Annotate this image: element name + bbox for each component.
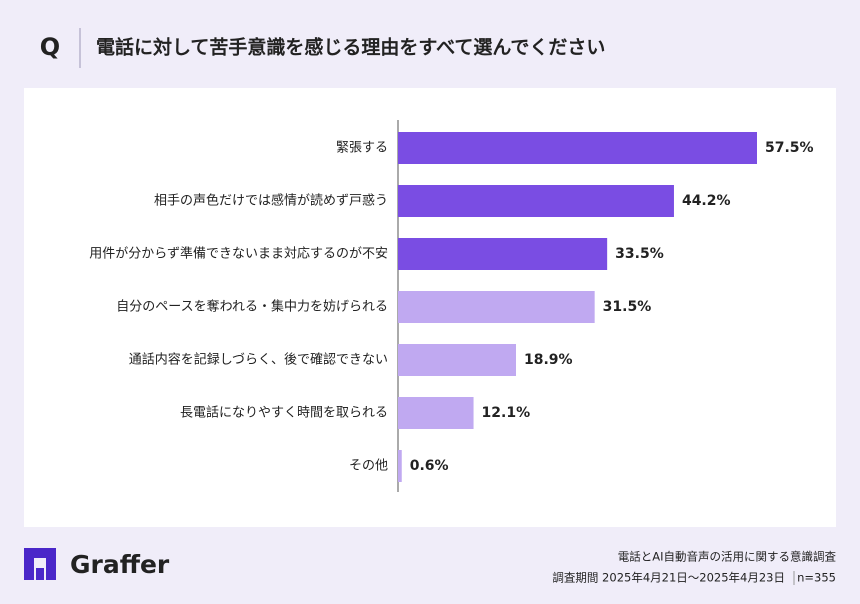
bar (398, 238, 608, 270)
sample-size: n=355 (797, 571, 836, 585)
value-label: 18.9% (524, 352, 573, 368)
logo-icon (24, 548, 56, 580)
category-label: その他 (349, 459, 388, 474)
bar (398, 132, 757, 164)
value-label: 44.2% (682, 193, 731, 209)
category-label: 自分のペースを奪われる・集中力を妨げられる (116, 299, 388, 315)
bar (398, 450, 402, 482)
value-label: 57.5% (765, 140, 814, 156)
bar (398, 291, 595, 323)
question-title: 電話に対して苦手意識を感じる理由をすべて選んでください (96, 36, 605, 59)
survey-name: 電話とAI自動音声の活用に関する意識調査 (618, 550, 837, 564)
value-label: 33.5% (615, 246, 664, 262)
value-label: 31.5% (603, 299, 652, 315)
category-label: 緊張する (336, 141, 388, 156)
bar (398, 185, 674, 217)
category-label: 相手の声色だけでは感情が読めず戸惑う (154, 193, 388, 209)
category-label: 用件が分からず準備できないまま対応するのが不安 (89, 246, 388, 262)
bar (398, 397, 474, 429)
brand: Graffer (70, 550, 170, 579)
survey-period: 調査期間 2025年4月21日〜2025年4月23日 (552, 571, 785, 585)
value-label: 12.1% (482, 405, 531, 421)
category-label: 通話内容を記録しづらく、後で確認できない (129, 352, 388, 368)
q-mark: Q (40, 33, 60, 61)
category-label: 長電話になりやすく時間を取られる (180, 405, 388, 421)
value-label: 0.6% (410, 458, 449, 474)
bar (398, 344, 517, 376)
